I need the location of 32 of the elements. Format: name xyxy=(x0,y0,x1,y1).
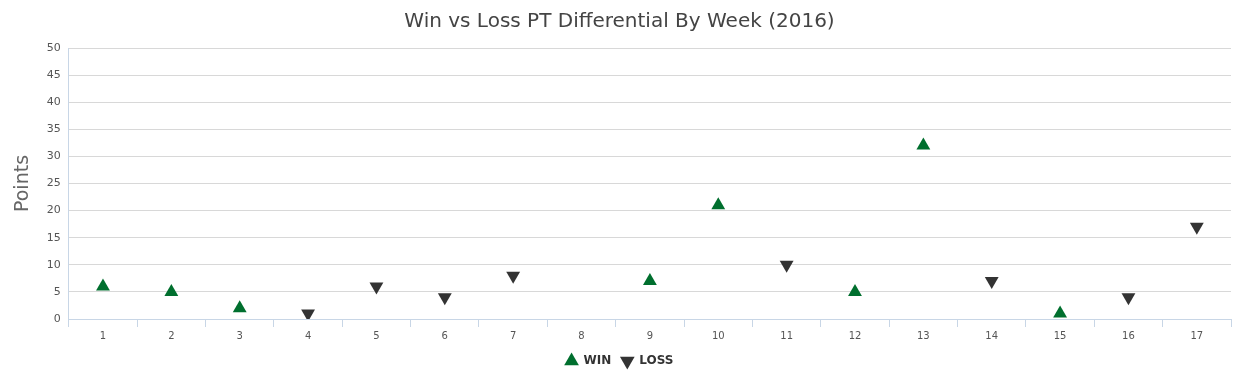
x-tick-label: 17 xyxy=(1190,329,1204,341)
x-tick-label: 10 xyxy=(711,329,725,341)
x-tick-label: 3 xyxy=(236,329,243,341)
x-tick-label: 6 xyxy=(441,329,448,341)
y-tick-label: 10 xyxy=(46,257,61,271)
y-axis-title: Points xyxy=(10,154,33,213)
chart-title: Win vs Loss PT Differential By Week (2016) xyxy=(404,8,835,33)
x-tick-label: 11 xyxy=(780,329,793,341)
y-tick-label: 30 xyxy=(46,149,61,163)
y-tick-label: 35 xyxy=(46,122,61,136)
y-tick-label: 25 xyxy=(46,176,61,190)
x-tick-label: 5 xyxy=(373,329,380,341)
y-tick-label: 15 xyxy=(46,230,61,244)
x-tick-label: 1 xyxy=(99,329,107,341)
x-tick-label: 12 xyxy=(848,329,862,341)
y-tick-label: 20 xyxy=(46,203,61,217)
legend-label: WIN xyxy=(583,353,612,368)
y-tick-label: 40 xyxy=(46,95,61,109)
x-tick-label: 13 xyxy=(916,329,930,341)
x-tick-label: 14 xyxy=(985,329,999,341)
x-tick-label: 4 xyxy=(304,329,312,341)
x-tick-label: 16 xyxy=(1122,329,1135,341)
y-tick-label: 45 xyxy=(46,67,61,81)
y-tick-label: 0 xyxy=(53,311,61,325)
x-tick-label: 9 xyxy=(646,329,654,341)
x-tick-label: 15 xyxy=(1053,329,1067,341)
y-tick-label: 5 xyxy=(53,284,61,298)
x-tick-label: 2 xyxy=(168,329,175,341)
x-tick-label: 8 xyxy=(578,329,585,341)
x-tick-label: 7 xyxy=(509,329,517,341)
y-tick-label: 50 xyxy=(46,40,61,54)
legend-label: LOSS xyxy=(639,353,674,368)
